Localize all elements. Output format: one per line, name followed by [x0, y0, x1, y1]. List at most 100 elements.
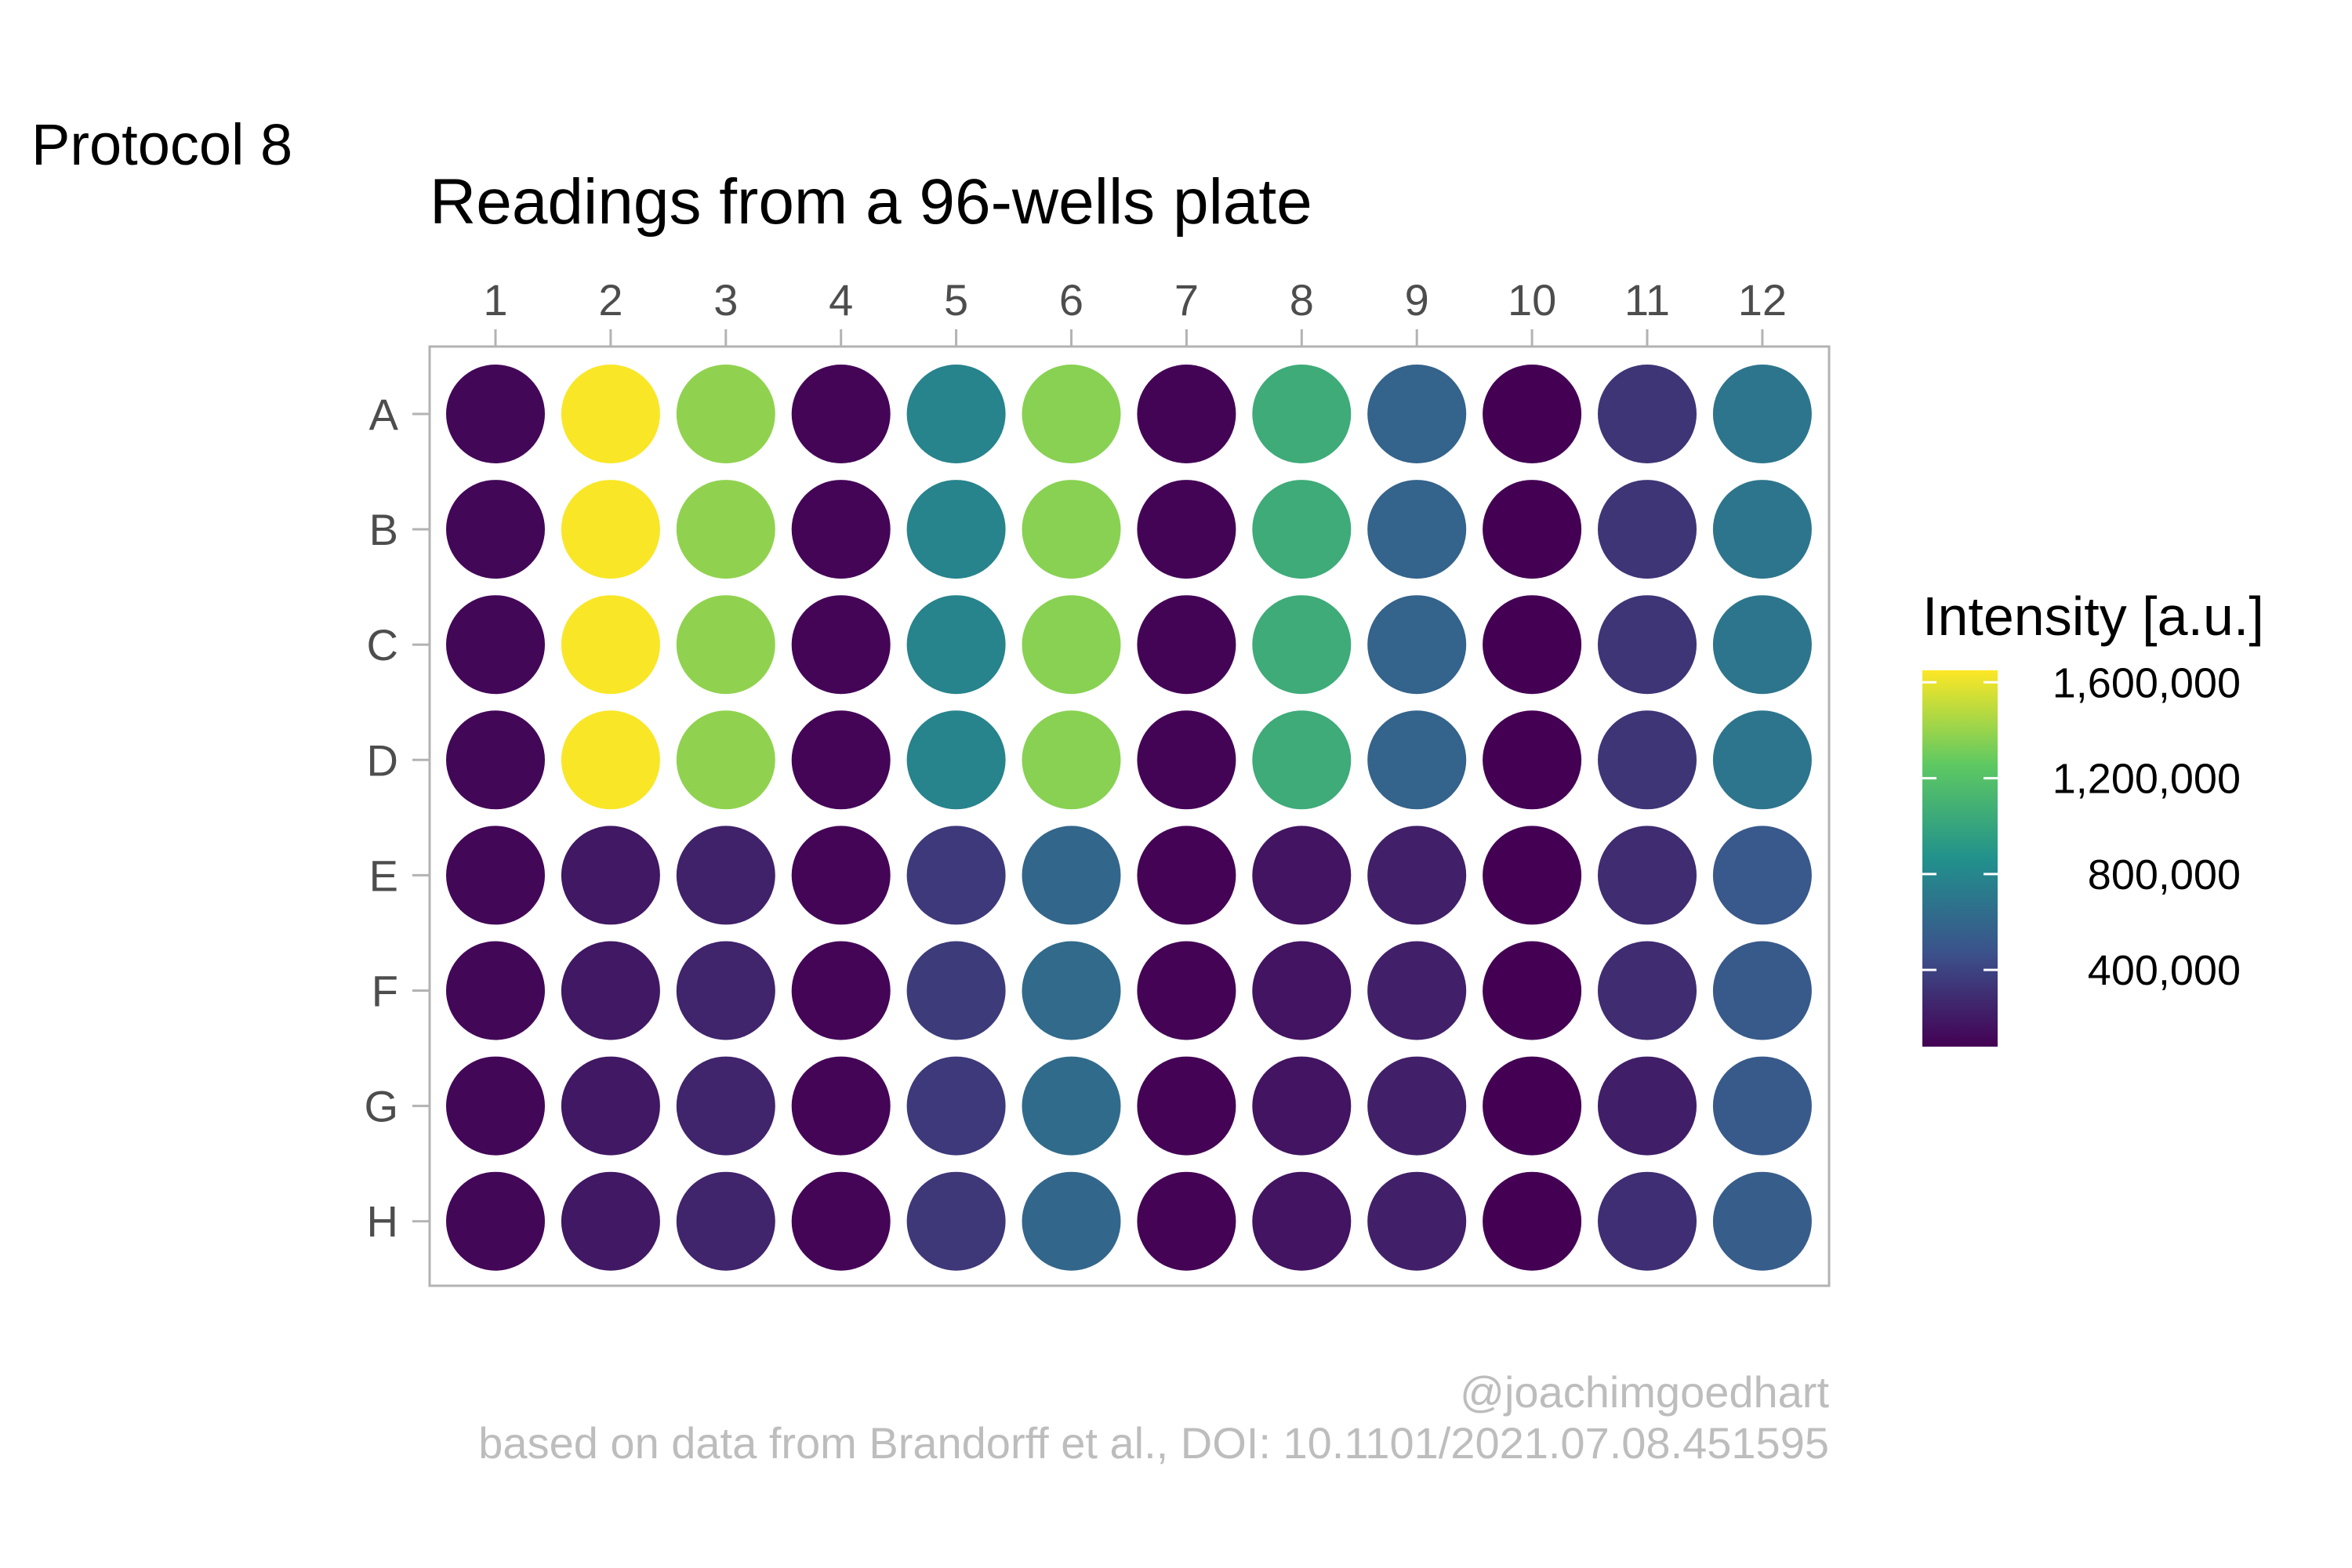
well-E4 — [791, 826, 891, 925]
well-G1 — [446, 1056, 545, 1156]
well-F11 — [1598, 941, 1697, 1040]
well-C9 — [1367, 595, 1467, 695]
well-C11 — [1598, 595, 1697, 695]
well-F6 — [1022, 941, 1121, 1040]
well-D1 — [446, 710, 545, 810]
well-B7 — [1137, 480, 1236, 579]
well-B5 — [906, 480, 1006, 579]
well-F10 — [1483, 941, 1582, 1040]
well-E5 — [906, 826, 1006, 925]
well-G6 — [1022, 1056, 1121, 1156]
well-H8 — [1252, 1171, 1352, 1271]
legend-tick-label: 1,200,000 — [2053, 756, 2241, 803]
well-G12 — [1712, 1056, 1812, 1156]
well-H5 — [906, 1171, 1006, 1271]
well-G7 — [1137, 1056, 1236, 1156]
well-E11 — [1598, 826, 1697, 925]
well-E8 — [1252, 826, 1352, 925]
well-C3 — [676, 595, 775, 695]
well-H12 — [1712, 1171, 1812, 1271]
well-H3 — [676, 1171, 775, 1271]
column-axis: 1 2 3 4 5 6 7 8 9 10 11 12 — [483, 275, 1787, 347]
column-label: 3 — [713, 275, 738, 325]
well-E1 — [446, 826, 545, 925]
well-C8 — [1252, 595, 1352, 695]
well-F2 — [561, 941, 660, 1040]
well-A7 — [1137, 365, 1236, 463]
well-A12 — [1712, 365, 1812, 463]
well-A6 — [1022, 365, 1121, 463]
well-H7 — [1137, 1171, 1236, 1271]
well-C4 — [791, 595, 891, 695]
well-C1 — [446, 595, 545, 695]
well-B11 — [1598, 480, 1697, 579]
caption-author: @joachimgoedhart — [1460, 1367, 1829, 1417]
well-B12 — [1712, 480, 1812, 579]
column-label: 6 — [1059, 275, 1083, 325]
column-label: 2 — [598, 275, 622, 325]
panel-tag: Protocol 8 — [31, 112, 292, 177]
well-B8 — [1252, 480, 1352, 579]
well-H9 — [1367, 1171, 1467, 1271]
well-D12 — [1712, 710, 1812, 810]
column-label: 12 — [1738, 275, 1787, 325]
row-label: F — [372, 967, 398, 1016]
well-E10 — [1483, 826, 1582, 925]
wells-grid — [446, 365, 1812, 1271]
well-D8 — [1252, 710, 1352, 810]
well-H4 — [791, 1171, 891, 1271]
well-D3 — [676, 710, 775, 810]
legend-title: Intensity [a.u.] — [1922, 586, 2264, 647]
row-label: B — [369, 505, 398, 554]
column-label: 1 — [483, 275, 507, 325]
well-H11 — [1598, 1171, 1697, 1271]
well-B1 — [446, 480, 545, 579]
well-A10 — [1483, 365, 1582, 463]
well-E3 — [676, 826, 775, 925]
legend-ticks: 400,000 800,000 1,200,000 1,600,000 — [1922, 659, 2241, 994]
legend-colorbar — [1922, 670, 1998, 1047]
well-C2 — [561, 595, 660, 695]
row-label: D — [367, 735, 398, 785]
well-F9 — [1367, 941, 1467, 1040]
well-D2 — [561, 710, 660, 810]
row-label: G — [364, 1082, 398, 1131]
column-label: 7 — [1174, 275, 1199, 325]
well-C12 — [1712, 595, 1812, 695]
well-B3 — [676, 480, 775, 579]
row-label: A — [369, 390, 399, 439]
well-F3 — [676, 941, 775, 1040]
well-D6 — [1022, 710, 1121, 810]
row-label: C — [367, 620, 398, 670]
well-A3 — [676, 365, 775, 463]
well-D11 — [1598, 710, 1697, 810]
column-label: 11 — [1624, 275, 1670, 325]
column-label: 9 — [1405, 275, 1429, 325]
well-B4 — [791, 480, 891, 579]
well-E12 — [1712, 826, 1812, 925]
well-A1 — [446, 365, 545, 463]
well-H2 — [561, 1171, 660, 1271]
well-A5 — [906, 365, 1006, 463]
row-label: H — [367, 1197, 398, 1247]
well-B9 — [1367, 480, 1467, 579]
well-B2 — [561, 480, 660, 579]
well-E7 — [1137, 826, 1236, 925]
row-axis: A B C D E F G H — [364, 390, 430, 1247]
legend-tick-label: 1,600,000 — [2053, 659, 2241, 706]
well-G4 — [791, 1056, 891, 1156]
column-label: 8 — [1290, 275, 1314, 325]
well-F1 — [446, 941, 545, 1040]
row-label: E — [369, 851, 398, 900]
column-label: 5 — [944, 275, 968, 325]
well-G10 — [1483, 1056, 1582, 1156]
well-H10 — [1483, 1171, 1582, 1271]
legend-tick-label: 400,000 — [2088, 947, 2241, 994]
well-A11 — [1598, 365, 1697, 463]
well-G3 — [676, 1056, 775, 1156]
well-C6 — [1022, 595, 1121, 695]
well-D5 — [906, 710, 1006, 810]
well-F4 — [791, 941, 891, 1040]
well-F5 — [906, 941, 1006, 1040]
chart-title: Readings from a 96-wells plate — [430, 166, 1312, 238]
